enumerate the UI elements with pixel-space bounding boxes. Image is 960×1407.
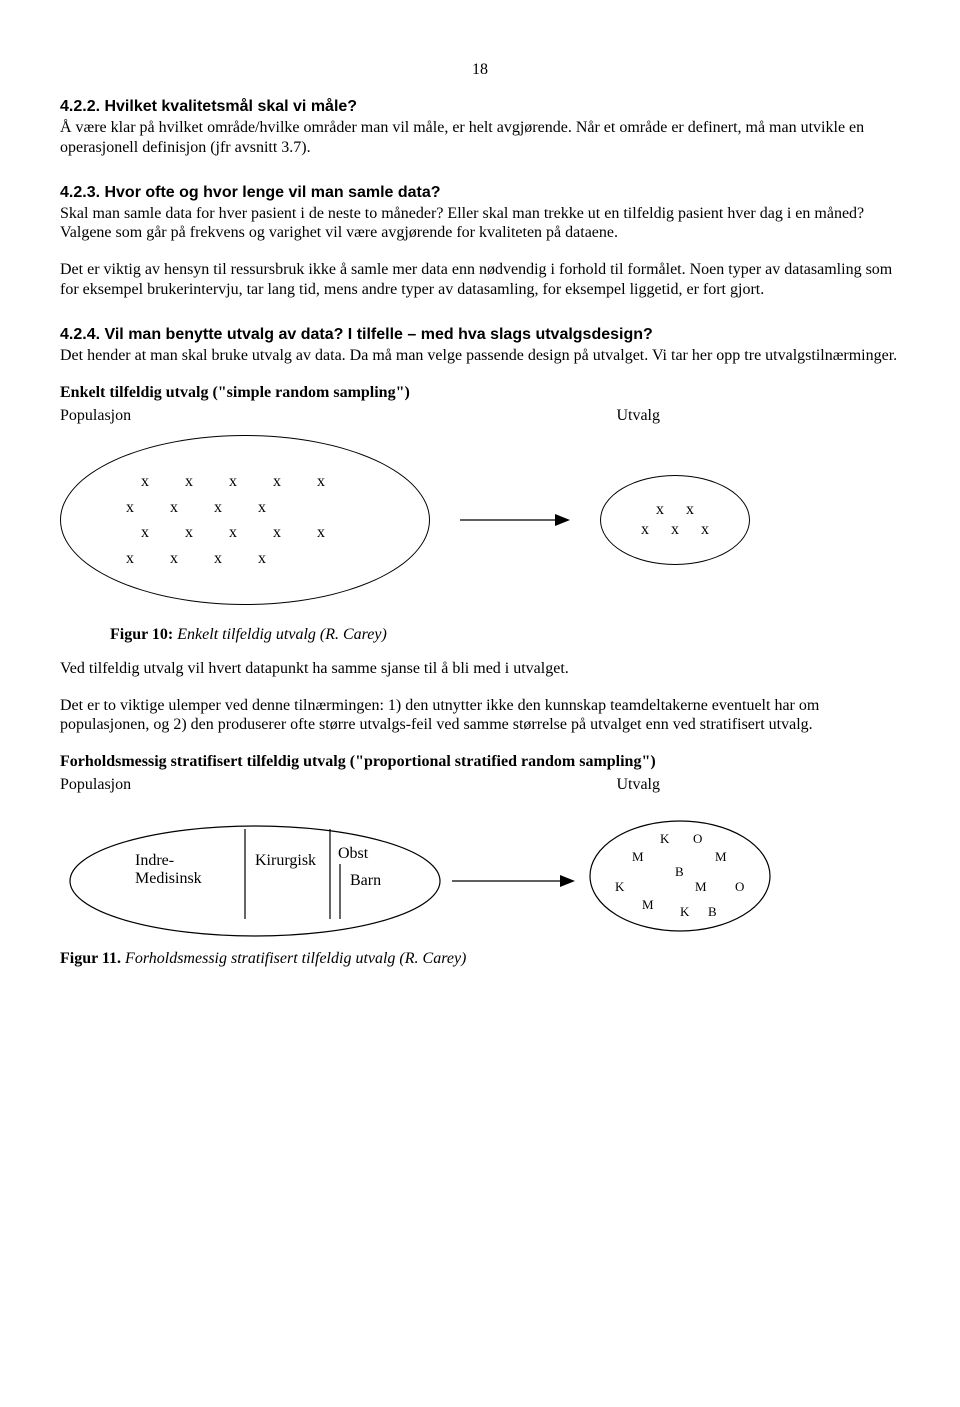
population-label-2: Populasjon [60, 775, 131, 794]
samp-pt: B [675, 864, 684, 879]
sample-label-1: Utvalg [616, 406, 660, 425]
simple-random-title: Enkelt tilfeldig utvalg ("simple random … [60, 383, 900, 402]
body-423-p2: Det er viktig av hensyn til ressursbruk … [60, 260, 900, 298]
simple-random-after-2: Det er to viktige ulemper ved denne tiln… [60, 696, 900, 734]
heading-422: 4.2.2. Hvilket kvalitetsmål skal vi måle… [60, 97, 900, 116]
heading-424: 4.2.4. Vil man benytte utvalg av data? I… [60, 325, 900, 344]
pop-row: x x x x [111, 495, 379, 521]
body-423-p1: Skal man samle data for hver pasient i d… [60, 204, 900, 242]
pop-row: x x x x x [111, 469, 379, 495]
samp-pt: K [615, 879, 625, 894]
samp-pt: M [695, 879, 707, 894]
figure-10-caption-bold: Figur 10: [110, 626, 173, 643]
samp-pt: O [735, 879, 744, 894]
figure-11-diagram: Indre- Medisinsk Kirurgisk Obst Barn K O… [60, 801, 840, 941]
figure-10-caption: Figur 10: Enkelt tilfeldig utvalg (R. Ca… [110, 625, 900, 644]
arrow-icon [460, 505, 570, 535]
figure-10-diagram: x x x x x x x x x x x x x x x x x x x x … [60, 435, 900, 605]
samp-pt: M [642, 897, 654, 912]
body-422: Å være klar på hvilket område/hvilke omr… [60, 118, 900, 156]
page-number: 18 [60, 60, 900, 79]
pop-label-barn: Barn [350, 872, 381, 889]
population-label-1: Populasjon [60, 406, 131, 425]
population-ellipse-1: x x x x x x x x x x x x x x x x x x [60, 435, 430, 605]
pop-label-kirurgisk: Kirurgisk [255, 852, 316, 869]
pop-row: x x x x x [111, 520, 379, 546]
body-424: Det hender at man skal bruke utvalg av d… [60, 346, 900, 365]
pop-row: x x x x [111, 546, 379, 572]
simple-random-after-1: Ved tilfeldig utvalg vil hvert datapunkt… [60, 659, 900, 678]
heading-423: 4.2.3. Hvor ofte og hvor lenge vil man s… [60, 183, 900, 202]
samp-pt: K [660, 831, 670, 846]
samp-pt: O [693, 831, 702, 846]
figure-11-caption: Figur 11. Forholdsmessig stratifisert ti… [60, 949, 900, 968]
figure-10-caption-italic: Enkelt tilfeldig utvalg (R. Carey) [173, 626, 387, 643]
pop-label-indre2: Medisinsk [135, 870, 202, 887]
stratified-title: Forholdsmessig stratifisert tilfeldig ut… [60, 752, 900, 771]
pop-label-obst: Obst [338, 845, 369, 862]
samp-pt: M [632, 849, 644, 864]
figure-11-caption-italic: Forholdsmessig stratifisert tilfeldig ut… [121, 950, 466, 967]
samp-pt: K [680, 904, 690, 919]
samp-pt: B [708, 904, 717, 919]
samp-row: x x x [641, 520, 709, 541]
samp-pt: M [715, 849, 727, 864]
pop-label-indre1: Indre- [135, 852, 174, 869]
samp-row: x x [656, 500, 694, 521]
sample-label-2: Utvalg [616, 775, 660, 794]
figure-11-caption-bold: Figur 11. [60, 950, 121, 967]
sample-ellipse-1: x x x x x [600, 475, 750, 565]
